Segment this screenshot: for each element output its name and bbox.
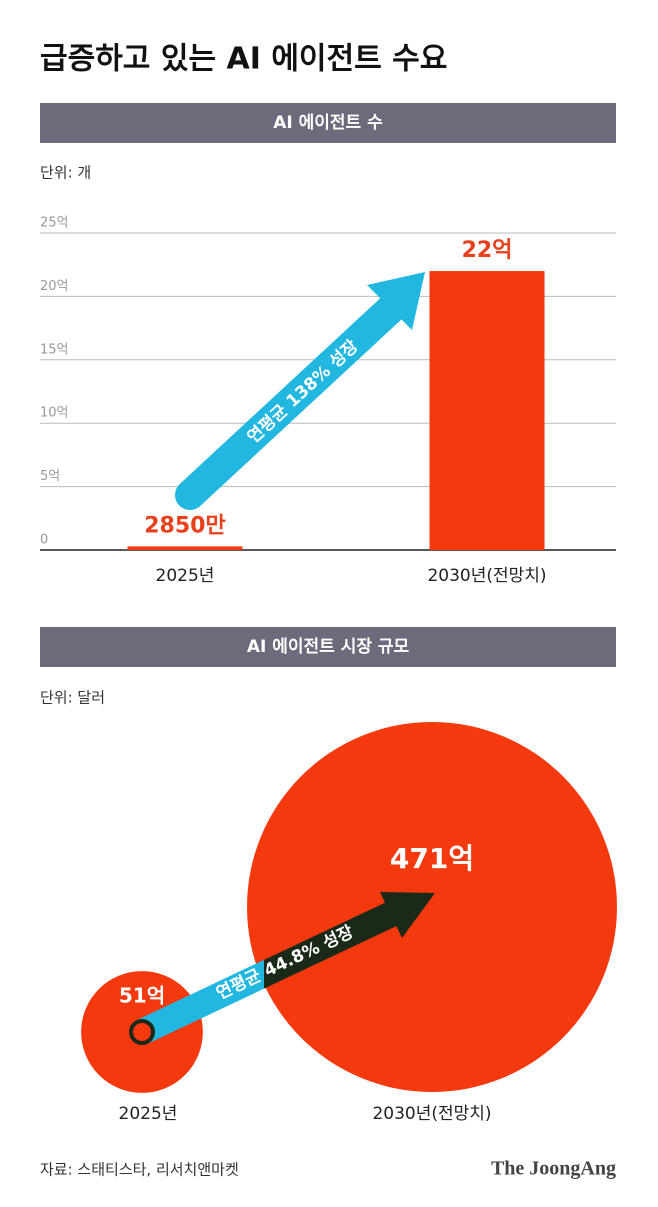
section-header xyxy=(40,103,616,143)
section-header xyxy=(40,627,616,667)
source: 자료: 스태티스타, 리서치앤마켓 xyxy=(40,1161,239,1179)
arrow-shaft xyxy=(175,290,410,510)
y-tick-label: 10억 xyxy=(40,406,69,421)
arrow-head xyxy=(380,892,435,938)
arrow-shaft xyxy=(136,898,406,1044)
category-label: 2030년(전망치) xyxy=(372,1104,491,1124)
value-label: 22억 xyxy=(462,238,513,263)
y-tick-label: 0 xyxy=(40,533,48,548)
y-tick-label: 20억 xyxy=(40,279,69,294)
y-tick-label: 5억 xyxy=(40,469,60,484)
brand: The JoongAng xyxy=(491,1158,616,1180)
arrow-start xyxy=(129,1019,155,1045)
bar xyxy=(127,546,243,550)
x-tick-label: 2025년 xyxy=(156,566,215,586)
section-title: AI 에이전트 수 xyxy=(273,113,383,133)
value-label: 51억 xyxy=(119,984,165,1008)
bar xyxy=(429,271,545,550)
unit-label: 단위: 달러 xyxy=(40,689,105,707)
value-label: 2850만 xyxy=(144,513,225,538)
value-label: 471억 xyxy=(390,842,474,875)
section-title: AI 에이전트 시장 규모 xyxy=(247,637,410,657)
y-tick-label: 25억 xyxy=(40,216,69,231)
annotation: 연평균 138% 성장 xyxy=(244,336,363,447)
x-tick-label: 2030년(전망치) xyxy=(427,566,546,586)
page-title: 급증하고 있는 AI 에이전트 수요 xyxy=(40,42,447,77)
unit-label: 단위: 개 xyxy=(40,164,91,182)
bubble xyxy=(247,722,617,1092)
category-label: 2025년 xyxy=(119,1104,178,1124)
arrow-head xyxy=(367,272,425,330)
y-tick-label: 15억 xyxy=(40,342,69,357)
